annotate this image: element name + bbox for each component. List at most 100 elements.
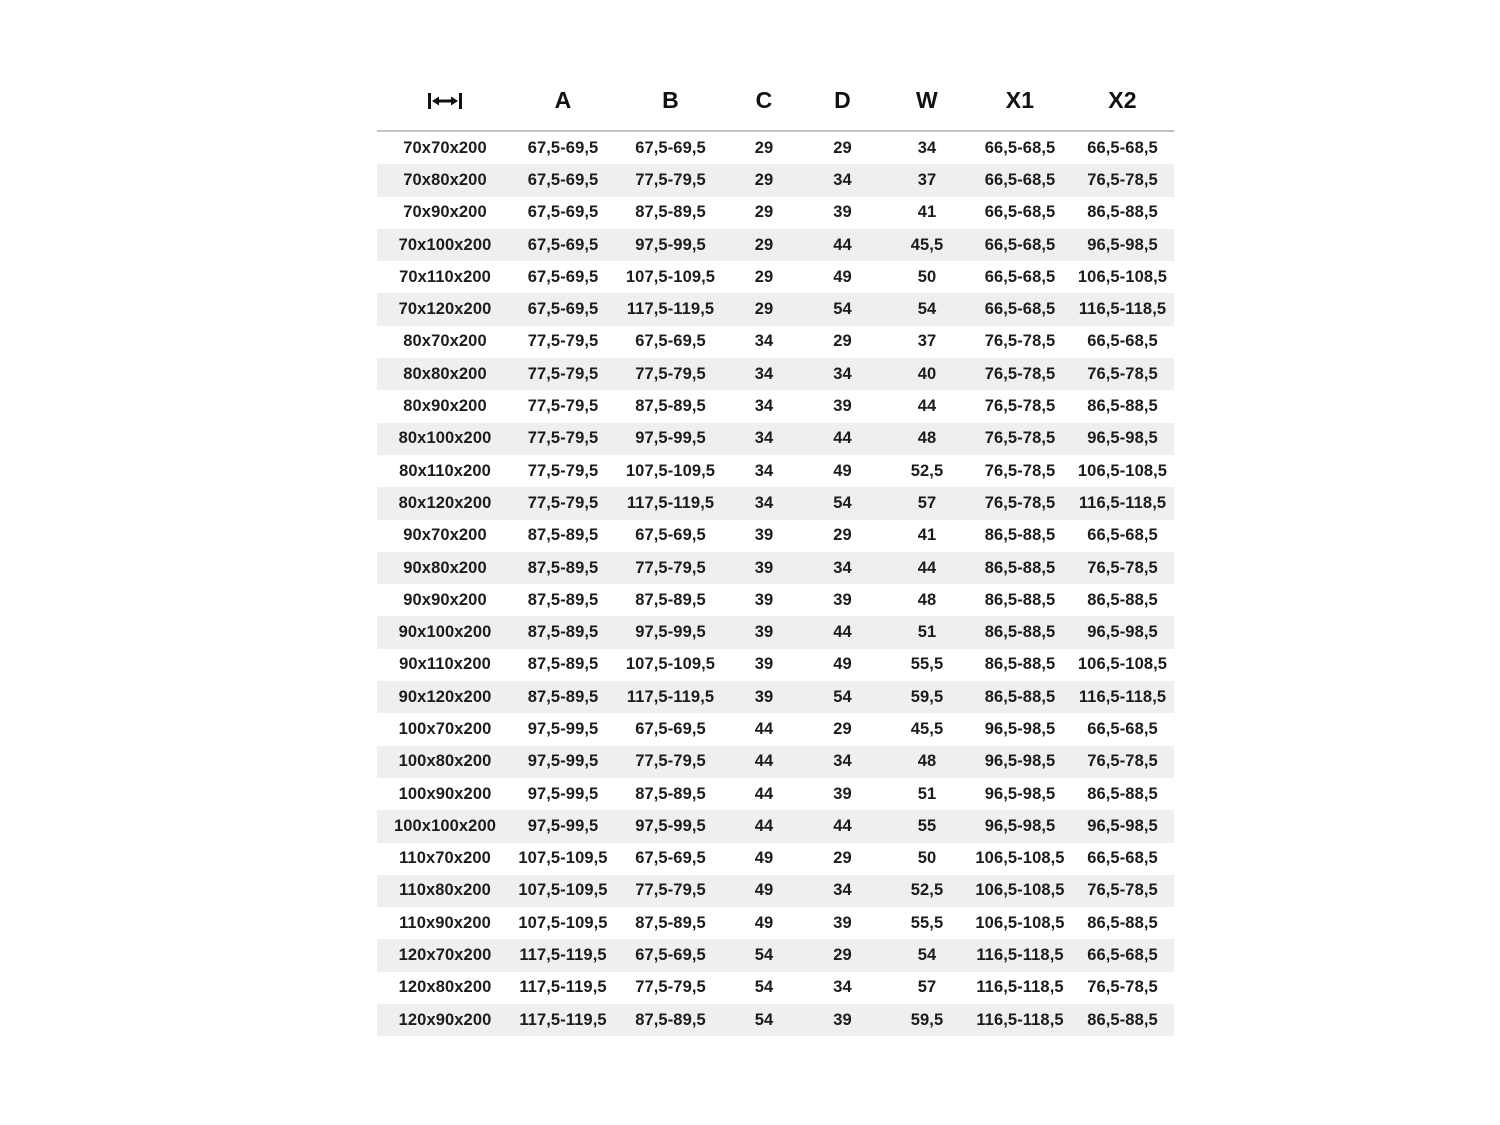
table-row: 70x110x200 67,5-69,5 107,5-109,5 29 49 50 66,5… [377,261,1174,294]
cell-x1: 106,5-108,5 [969,842,1071,875]
table-row: 90x110x200 87,5-89,5 107,5-109,5 39 49 55,5 86… [377,648,1174,682]
cell-a: 67,5-69,5 [513,196,613,229]
cell-w: 48 [885,745,969,778]
cell-a: 87,5-89,5 [513,584,613,617]
table-row: 90x70x200 87,5-89,5 67,5-69,5 39 29 41 86,5-88… [377,519,1174,552]
cell-x1: 66,5-68,5 [969,293,1071,326]
cell-d: 34 [800,745,885,778]
cell-size: 110x70x200 [377,842,513,875]
cell-x2: 86,5-88,5 [1071,390,1174,423]
cell-c: 34 [728,487,800,520]
cell-c: 39 [728,551,800,585]
table-row: 90x120x200 87,5-89,5 117,5-119,5 39 54 59,5 86… [377,681,1174,714]
cell-w: 45,5 [885,228,969,262]
cell-d: 39 [800,1004,885,1037]
cell-d: 34 [800,971,885,1005]
cell-b: 77,5-79,5 [613,874,728,908]
cell-b: 97,5-99,5 [613,616,728,649]
cell-b: 67,5-69,5 [613,325,728,359]
header-row: A B C D W X1 X2 [377,70,1174,132]
cell-b: 87,5-89,5 [613,907,728,940]
cell-a: 87,5-89,5 [513,551,613,585]
cell-a: 87,5-89,5 [513,681,613,714]
cell-x1: 86,5-88,5 [969,519,1071,552]
cell-size: 90x70x200 [377,519,513,552]
cell-x1: 96,5-98,5 [969,745,1071,778]
cell-x1: 96,5-98,5 [969,713,1071,746]
cell-x2: 66,5-68,5 [1071,325,1174,359]
table-row: 120x70x200 117,5-119,5 67,5-69,5 54 29 54 116,… [377,939,1174,972]
cell-w: 52,5 [885,874,969,908]
cell-d: 34 [800,874,885,908]
dimension-width-icon [428,93,462,110]
cell-w: 59,5 [885,681,969,714]
cell-w: 51 [885,616,969,649]
cell-size: 110x80x200 [377,874,513,908]
table-row: 100x100x200 97,5-99,5 97,5-99,5 44 44 55 96,5-… [377,810,1174,843]
table-row: 70x90x200 67,5-69,5 87,5-89,5 29 39 41 66,5-68… [377,196,1174,229]
cell-d: 39 [800,777,885,811]
cell-d: 54 [800,487,885,520]
cell-x1: 66,5-68,5 [969,164,1071,197]
cell-x2: 86,5-88,5 [1071,196,1174,229]
cell-size: 100x70x200 [377,713,513,746]
table-row: 100x80x200 97,5-99,5 77,5-79,5 44 34 48 96,5-9… [377,745,1174,778]
cell-c: 34 [728,325,800,359]
cell-x1: 66,5-68,5 [969,131,1071,165]
cell-d: 29 [800,842,885,875]
cell-d: 29 [800,713,885,746]
table-row: 120x90x200 117,5-119,5 87,5-89,5 54 39 59,5 11… [377,1004,1174,1037]
cell-x2: 76,5-78,5 [1071,551,1174,585]
cell-c: 54 [728,971,800,1005]
cell-x2: 116,5-118,5 [1071,293,1174,326]
cell-a: 77,5-79,5 [513,422,613,455]
cell-size: 70x70x200 [377,131,513,165]
cell-x1: 76,5-78,5 [969,325,1071,359]
cell-d: 39 [800,390,885,423]
cell-x1: 116,5-118,5 [969,1004,1071,1037]
cell-w: 54 [885,939,969,972]
table-row: 70x120x200 67,5-69,5 117,5-119,5 29 54 54 66,5… [377,293,1174,326]
cell-x2: 76,5-78,5 [1071,971,1174,1005]
cell-w: 59,5 [885,1004,969,1037]
cell-c: 39 [728,519,800,552]
table-row: 80x80x200 77,5-79,5 77,5-79,5 34 34 40 76,5-78… [377,358,1174,391]
cell-c: 44 [728,713,800,746]
table-row: 110x70x200 107,5-109,5 67,5-69,5 49 29 50 106,… [377,842,1174,875]
cell-x2: 86,5-88,5 [1071,1004,1174,1037]
cell-w: 48 [885,422,969,455]
cell-w: 52,5 [885,454,969,488]
cell-c: 49 [728,842,800,875]
cell-c: 34 [728,422,800,455]
cell-a: 97,5-99,5 [513,745,613,778]
cell-b: 87,5-89,5 [613,1004,728,1037]
table-row: 80x120x200 77,5-79,5 117,5-119,5 34 54 57 76,5… [377,487,1174,520]
cell-x2: 66,5-68,5 [1071,713,1174,746]
cell-x2: 66,5-68,5 [1071,939,1174,972]
cell-x1: 86,5-88,5 [969,616,1071,649]
cell-a: 87,5-89,5 [513,616,613,649]
cell-x2: 96,5-98,5 [1071,228,1174,262]
cell-a: 87,5-89,5 [513,648,613,682]
table-header: A B C D W X1 X2 [377,70,1174,132]
cell-c: 39 [728,648,800,682]
table-row: 110x90x200 107,5-109,5 87,5-89,5 49 39 55,5 10… [377,907,1174,940]
cell-a: 77,5-79,5 [513,454,613,488]
cell-c: 34 [728,390,800,423]
cell-a: 67,5-69,5 [513,228,613,262]
table-row: 80x70x200 77,5-79,5 67,5-69,5 34 29 37 76,5-78… [377,325,1174,359]
cell-d: 54 [800,293,885,326]
cell-c: 29 [728,228,800,262]
cell-d: 39 [800,584,885,617]
cell-w: 50 [885,261,969,294]
column-header-c: C [728,70,800,132]
table-row: 70x100x200 67,5-69,5 97,5-99,5 29 44 45,5 66,5… [377,228,1174,262]
cell-x1: 76,5-78,5 [969,422,1071,455]
cell-a: 77,5-79,5 [513,325,613,359]
cell-w: 54 [885,293,969,326]
cell-size: 90x110x200 [377,648,513,682]
cell-b: 117,5-119,5 [613,487,728,520]
cell-w: 55 [885,810,969,843]
cell-x1: 76,5-78,5 [969,358,1071,391]
cell-b: 67,5-69,5 [613,939,728,972]
